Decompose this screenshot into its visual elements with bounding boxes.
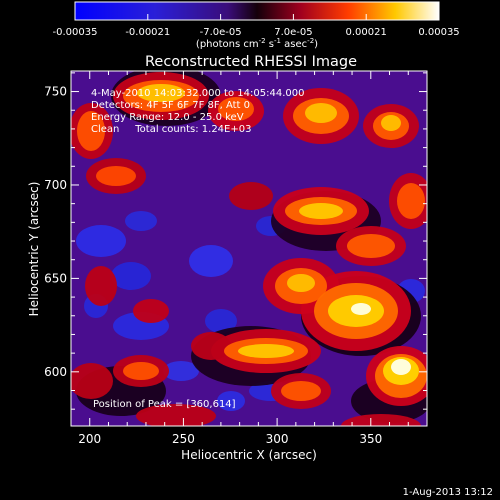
- colorbar-tick-label: 0.00021: [346, 27, 387, 38]
- footer-date: 1-Aug-2013 13:12: [403, 487, 493, 498]
- heatmap-image: [71, 71, 427, 426]
- colorbar-tick-label: -0.00035: [53, 27, 98, 38]
- heatmap-blob: [123, 362, 159, 380]
- x-tick-label: 200: [78, 432, 101, 446]
- heatmap-blob: [71, 363, 113, 399]
- heatmap-blob: [191, 332, 231, 360]
- y-tick-label: 650: [44, 271, 67, 285]
- heatmap-blob: [381, 115, 401, 131]
- colorbar-tick-label: 0.00035: [418, 27, 459, 38]
- heatmap-blob: [136, 404, 216, 426]
- x-tick-label: 250: [172, 432, 195, 446]
- heatmap-blob: [111, 262, 151, 290]
- heatmap-blob: [287, 274, 315, 292]
- heatmap-blob: [133, 299, 169, 323]
- plot-frame: [70, 70, 428, 427]
- heatmap-blob: [341, 414, 421, 426]
- heatmap-blob: [137, 84, 185, 102]
- heatmap-blob: [218, 97, 254, 121]
- colorbar-ticks: -0.00035 -0.00021 -7.0e-05 7.0e-05 0.00021 0.…: [53, 14, 460, 38]
- annotation-clean-counts: Clean Total counts: 1.24E+03: [91, 124, 251, 135]
- y-tick-label: 750: [44, 85, 67, 99]
- annotation-time-range: 4-May-2010 14:03:32.000 to 14:05:44.000: [91, 88, 304, 99]
- chart-title: Reconstructed RHESSI Image: [145, 54, 357, 70]
- colorbar: [74, 1, 440, 21]
- heatmap-blob: [125, 211, 157, 231]
- x-tick-label: 300: [266, 432, 289, 446]
- heatmap-blob: [347, 234, 395, 258]
- heatmap-blob: [238, 344, 294, 358]
- heatmap-blob: [217, 391, 245, 411]
- x-axis-label: Heliocentric X (arcsec): [181, 448, 317, 462]
- colorbar-tick-label: -0.00021: [125, 27, 170, 38]
- heatmap-blob: [281, 381, 321, 401]
- heatmap-blob: [76, 225, 126, 257]
- annotation-detectors: Detectors: 4F 5F 6F 7F 8F, Att 0: [91, 100, 250, 111]
- colorbar-tick-label: -7.0e-05: [200, 27, 242, 38]
- axis-ticks: 200 250 300 350 600 650 700 750: [44, 71, 428, 446]
- x-tick-label: 350: [359, 432, 382, 446]
- colorbar-label: (photons cm-2 s-1 asec-2): [196, 37, 318, 50]
- annotation-energy-range: Energy Range: 12.0 - 25.0 keV: [91, 112, 244, 123]
- heatmap-blob: [85, 266, 117, 306]
- heatmap-blob: [229, 182, 273, 210]
- colorbar-tick-label: 7.0e-05: [274, 27, 312, 38]
- y-tick-label: 700: [44, 178, 67, 192]
- heatmap-blob: [299, 203, 343, 219]
- y-tick-label: 600: [44, 365, 67, 379]
- heatmap-blob: [96, 166, 136, 186]
- heatmap-blob: [77, 111, 105, 151]
- heatmap-blob: [205, 309, 237, 333]
- heatmap-blob: [305, 103, 337, 123]
- y-axis-label: Heliocentric Y (arcsec): [27, 182, 41, 317]
- heatmap-blob: [397, 183, 425, 219]
- heatmap-blob: [189, 245, 233, 277]
- heatmap-blob: [163, 361, 199, 381]
- heatmap-blob: [351, 303, 371, 315]
- peak-position-label: Position of Peak = [360,614]: [93, 399, 236, 410]
- heatmap-blob: [391, 359, 411, 375]
